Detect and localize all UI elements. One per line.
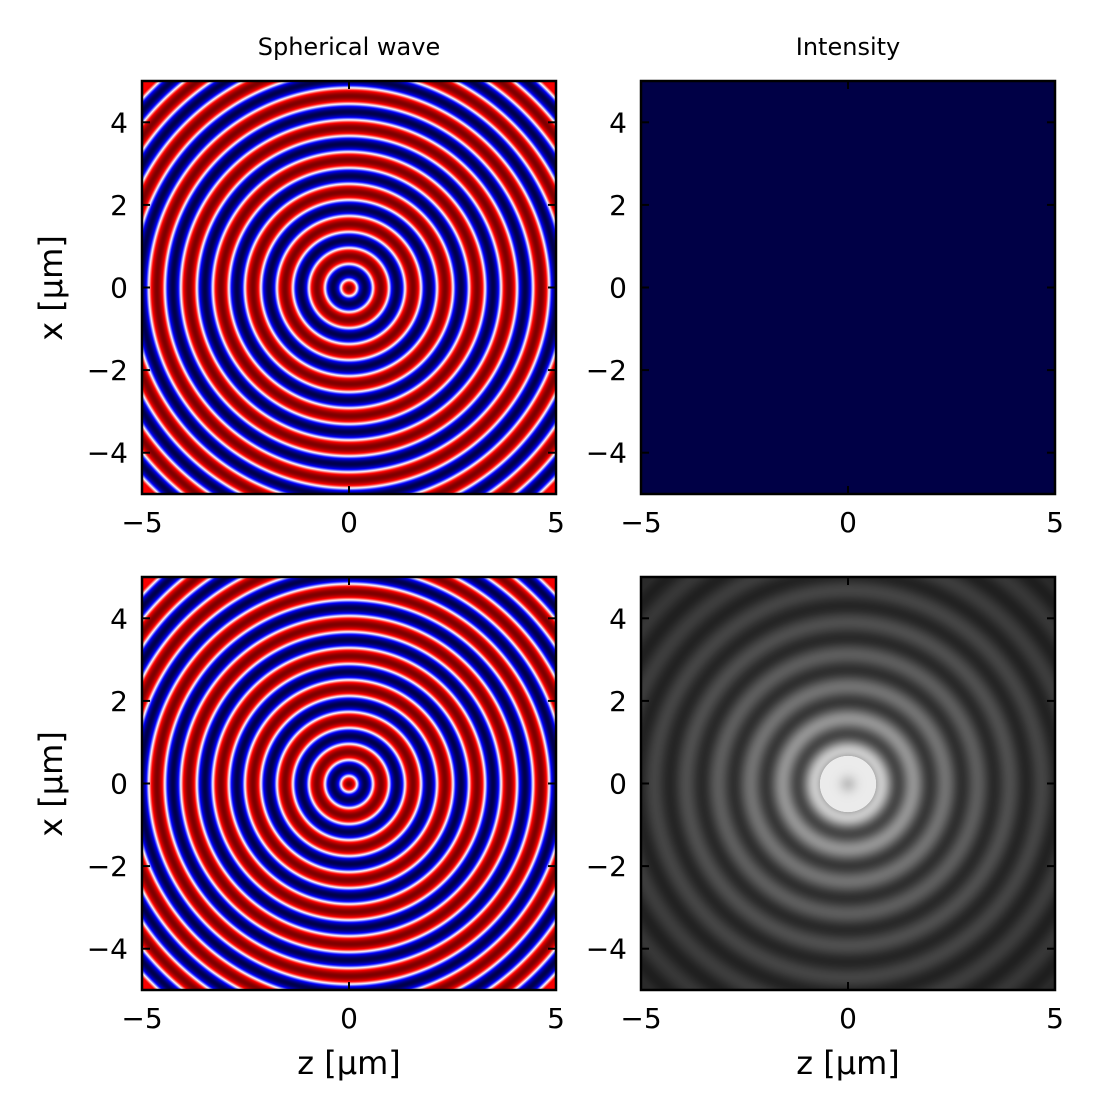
y-tick-label: 4 (110, 106, 128, 139)
x-tick-label: −5 (121, 506, 162, 539)
y-tick-label: −4 (586, 437, 627, 470)
y-tick-label: 0 (110, 768, 128, 801)
y-tick-label: −2 (586, 850, 627, 883)
x-tick-label: 5 (1046, 506, 1064, 539)
y-tick-label: 2 (110, 189, 128, 222)
y-tick-label: −2 (87, 850, 128, 883)
y-axis-label: x [μm] (32, 235, 70, 341)
panel-spherical-wave-top: Spherical wave −5 0 5 −4 −2 0 2 4 x [μm] (32, 33, 565, 539)
heatmap-field (142, 81, 556, 494)
y-tick-label: 0 (609, 272, 627, 305)
y-tick-label: 2 (609, 189, 627, 222)
y-tick-label: 2 (110, 685, 128, 718)
panel-title: Intensity (796, 33, 900, 61)
heatmap-field (641, 81, 1055, 494)
y-tick-label: −4 (586, 933, 627, 966)
tick-group: −5 0 5 −4 −2 0 2 4 (586, 577, 1064, 1035)
y-axis-label: x [μm] (32, 731, 70, 837)
tick-group: −5 0 5 −4 −2 0 2 4 (87, 81, 565, 539)
heatmap-field (142, 577, 556, 990)
y-tick-label: 4 (609, 602, 627, 635)
panel-intensity-bottom: −5 0 5 −4 −2 0 2 4 z [μm] (586, 575, 1064, 1082)
x-tick-label: 0 (340, 506, 358, 539)
y-tick-label: −4 (87, 933, 128, 966)
heatmap-field (641, 577, 1055, 990)
x-axis-label: z [μm] (796, 1044, 899, 1082)
y-tick-label: −2 (586, 354, 627, 387)
y-tick-label: 4 (609, 106, 627, 139)
x-tick-label: 5 (547, 1002, 565, 1035)
y-tick-label: −2 (87, 354, 128, 387)
x-tick-label: 5 (1046, 1002, 1064, 1035)
x-tick-label: 5 (547, 506, 565, 539)
x-tick-label: 0 (340, 1002, 358, 1035)
panel-spherical-wave-bottom: −5 0 5 −4 −2 0 2 4 x [μm] z [μm] (32, 575, 565, 1082)
panel-title: Spherical wave (258, 33, 440, 61)
tick-group: −5 0 5 −4 −2 0 2 4 (87, 577, 565, 1035)
y-tick-label: 0 (110, 272, 128, 305)
tick-group: −5 0 5 −4 −2 0 2 4 (586, 81, 1064, 539)
y-tick-label: 4 (110, 602, 128, 635)
x-tick-label: 0 (839, 1002, 857, 1035)
x-tick-label: −5 (121, 1002, 162, 1035)
x-axis-label: z [μm] (297, 1044, 400, 1082)
x-tick-label: −5 (620, 1002, 661, 1035)
y-tick-label: 0 (609, 768, 627, 801)
y-tick-label: 2 (609, 685, 627, 718)
x-tick-label: 0 (839, 506, 857, 539)
x-tick-label: −5 (620, 506, 661, 539)
y-tick-label: −4 (87, 437, 128, 470)
panel-intensity-top: Intensity −5 0 5 −4 −2 0 2 4 (586, 33, 1064, 539)
